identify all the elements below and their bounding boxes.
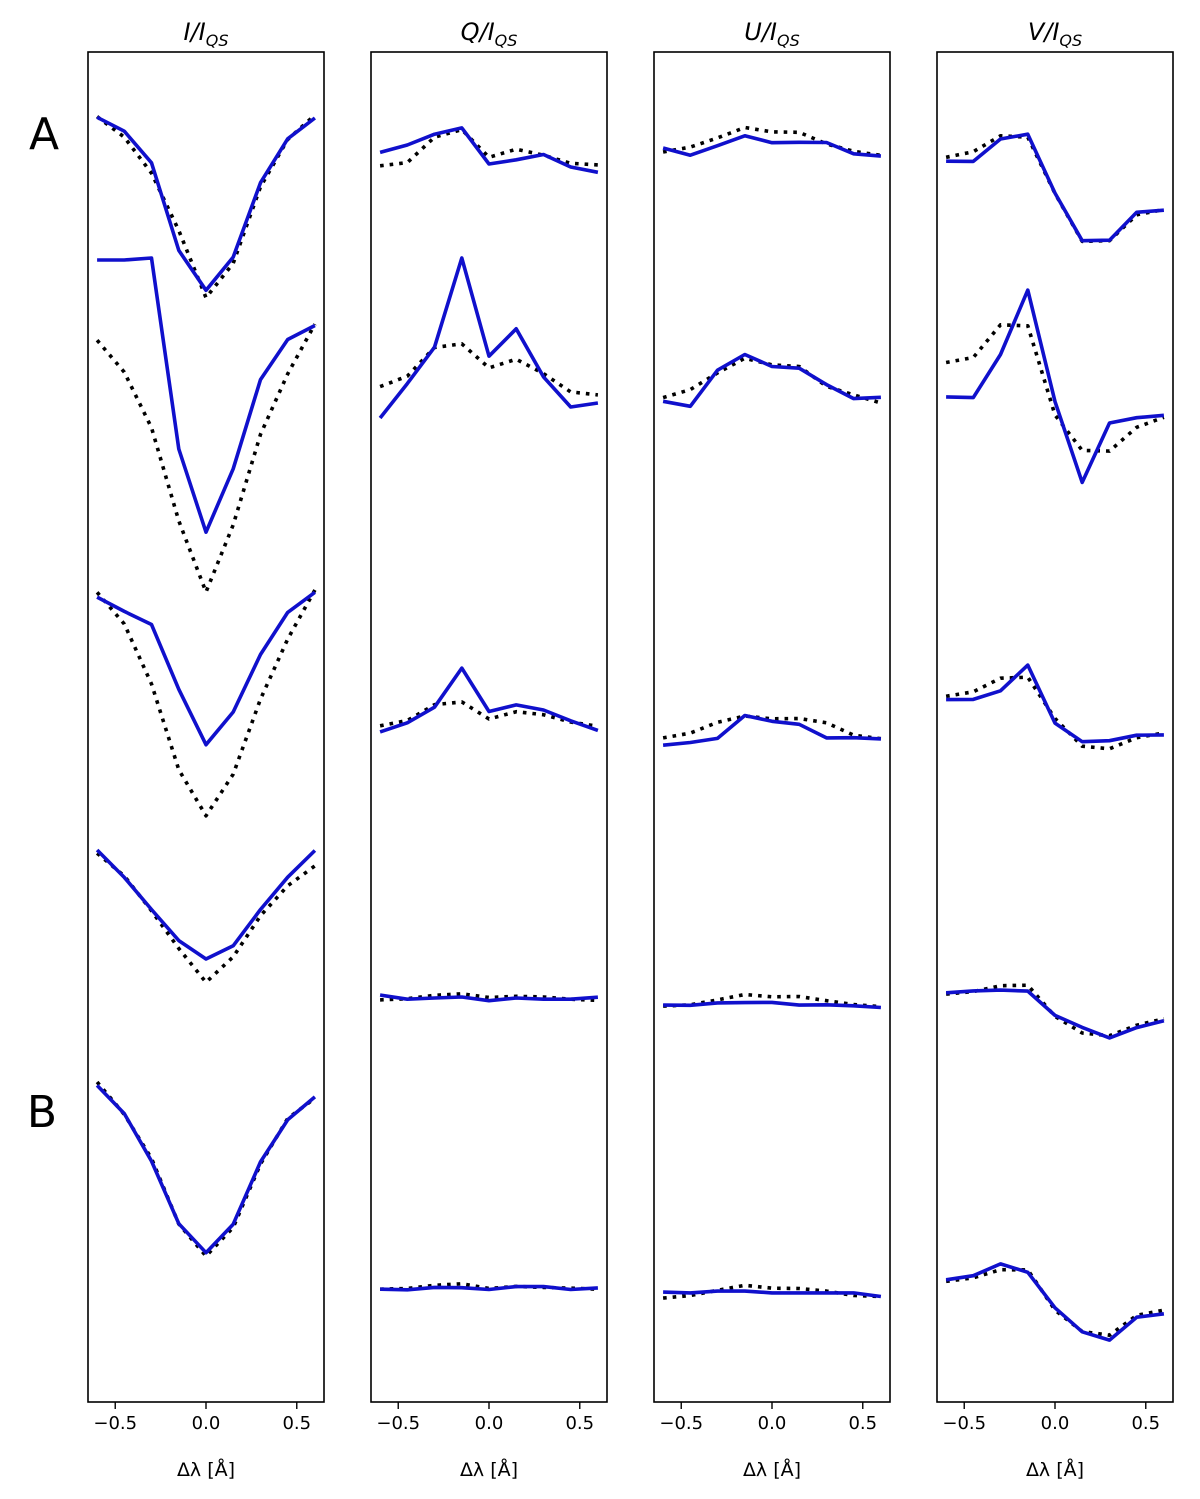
fit-profile-line — [380, 1284, 599, 1292]
observed-profile-line — [96, 113, 317, 300]
observed-profile-line — [662, 356, 882, 405]
row-label-a: A — [29, 109, 59, 160]
fit-profile-line — [97, 256, 316, 535]
row-label-b: B — [27, 1087, 57, 1138]
fit-profile-line — [945, 988, 1165, 1040]
panel-q: Q/IQS −0.5 0.0 0.5 Δλ [Å] — [370, 18, 608, 1481]
x-axis-label: Δλ [Å] — [743, 1458, 801, 1481]
fit-profile-line — [96, 590, 316, 747]
x-tick-label: 0.5 — [282, 1413, 311, 1434]
panel-v: V/IQS −0.5 0.0 0.5 Δλ [Å] — [936, 18, 1174, 1481]
panel-title-subscript: QS — [1059, 31, 1082, 50]
panel-title-subscript: QS — [206, 31, 229, 50]
observed-profile-line — [379, 127, 599, 168]
fit-profile-line — [378, 256, 599, 420]
x-tick-label: 0.0 — [475, 1413, 504, 1434]
fit-profile-line — [379, 666, 599, 734]
x-axis-label: Δλ [Å] — [460, 1458, 518, 1481]
observed-profile-line — [945, 1267, 1165, 1337]
x-tick-label: −0.5 — [376, 1413, 420, 1434]
observed-profile-line — [945, 322, 1165, 453]
panel-title: Q/IQS — [461, 18, 518, 50]
observed-profile-line — [95, 851, 316, 985]
fit-profile-line — [96, 115, 316, 293]
fit-profile-line — [946, 663, 1164, 744]
panel-title: U/IQS — [744, 18, 799, 50]
panel-title-main: U/I — [744, 18, 777, 46]
observed-profile-line — [662, 714, 882, 741]
fit-profile-line — [946, 288, 1165, 485]
panel-u: U/IQS −0.5 0.0 0.5 Δλ [Å] — [653, 18, 891, 1481]
x-tick-label: −0.5 — [659, 1413, 703, 1434]
x-tick-label: 0.5 — [565, 1413, 594, 1434]
fit-profile-line — [379, 126, 599, 175]
fit-profile-line — [662, 352, 881, 409]
fit-profile-line — [945, 1262, 1165, 1342]
x-tick-label: 0.5 — [848, 1413, 877, 1434]
observed-profile-line — [95, 323, 317, 594]
observed-profile-line — [663, 992, 882, 1009]
panel-frame — [87, 51, 325, 1403]
fit-profile-line — [379, 993, 599, 1003]
observed-profile-line — [945, 675, 1165, 751]
panel-title-subscript: QS — [495, 31, 518, 50]
fit-profile-line — [95, 1084, 317, 1255]
panel-frame — [653, 51, 891, 1403]
x-tick-label: −0.5 — [93, 1413, 137, 1434]
fit-profile-line — [663, 1289, 882, 1299]
observed-profile-line — [95, 1080, 316, 1258]
x-tick-label: 0.0 — [192, 1413, 221, 1434]
panels: I/IQS−0.5 0.0 0.5Δλ [Å]Q/IQS−0.5 0.0 0.5Δλ [… — [87, 18, 1174, 1481]
fit-profile-line — [946, 132, 1165, 243]
panel-title: V/IQS — [1028, 18, 1082, 50]
panel-title: I/IQS — [184, 18, 229, 50]
fit-profile-line — [663, 1000, 882, 1010]
observed-profile-line — [379, 341, 599, 397]
x-axis-label: Δλ [Å] — [177, 1458, 235, 1481]
observed-profile-line — [945, 134, 1165, 244]
x-tick-label: −0.5 — [942, 1413, 986, 1434]
panel-title-main: V/I — [1028, 18, 1060, 46]
row-labels: A B — [27, 109, 59, 1138]
x-axis-label: Δλ [Å] — [1026, 1458, 1084, 1481]
fit-profile-line — [95, 848, 317, 961]
fit-profile-line — [662, 134, 882, 158]
observed-profile-line — [945, 983, 1165, 1038]
x-tick-label: 0.0 — [758, 1413, 787, 1434]
panel-title-main: I/I — [184, 18, 206, 46]
observed-profile-line — [95, 589, 317, 818]
x-tick-label: 0.0 — [1041, 1413, 1070, 1434]
x-tick-label: 0.5 — [1131, 1413, 1160, 1434]
fit-profile-line — [662, 713, 881, 747]
panel-title-subscript: QS — [777, 31, 800, 50]
panel-i: I/IQS −0.5 0.0 0.5 Δλ [Å] — [87, 18, 325, 1481]
observed-profile-line — [379, 700, 599, 729]
panel-frame — [936, 51, 1174, 1403]
panel-title-main: Q/I — [461, 18, 495, 46]
panel-frame — [370, 51, 608, 1403]
